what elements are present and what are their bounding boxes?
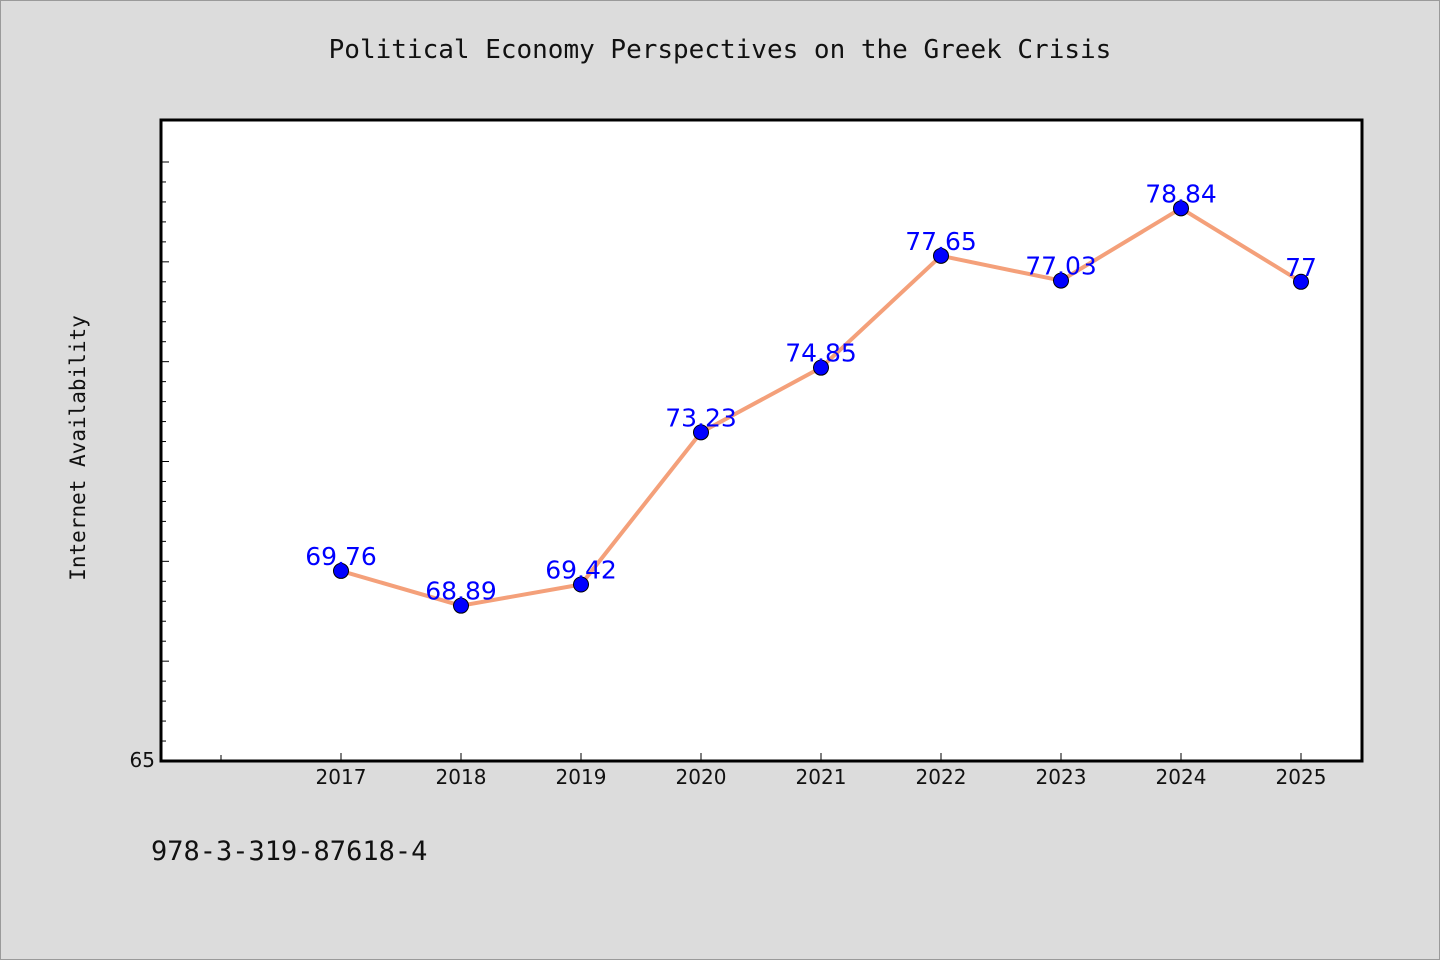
chart-title: Political Economy Perspectives on the Gr… — [328, 35, 1112, 65]
x-tick-label: 2020 — [676, 765, 727, 789]
x-tick-label: 2021 — [796, 765, 847, 789]
x-tick-label: 2022 — [916, 765, 967, 789]
data-point — [933, 247, 949, 264]
x-axis: 2017 2018 2019 2020 2021 2022 2023 2024 2025 — [220, 753, 1327, 789]
x-tick-label: 2025 — [1276, 765, 1327, 789]
x-tick-label: 2017 — [316, 765, 367, 789]
data-label: 78.84 — [1145, 179, 1217, 208]
series-line-group: 69.76 68.89 69.42 73.23 74.85 77.65 77.03 78.84… — [305, 179, 1317, 614]
data-label: 69.76 — [305, 542, 377, 571]
x-tick-label: 2023 — [1036, 765, 1087, 789]
data-point — [1293, 273, 1309, 290]
plot-frame — [159, 118, 1364, 763]
data-point — [813, 359, 829, 376]
x-tick-label: 2018 — [436, 765, 487, 789]
data-point — [1173, 200, 1189, 217]
x-tick-label: 2024 — [1156, 765, 1207, 789]
data-point — [453, 597, 469, 614]
x-tick-label: 2019 — [556, 765, 607, 789]
y-axis: 65 — [130, 161, 169, 772]
data-point — [333, 562, 349, 579]
data-label: 69.42 — [545, 555, 617, 584]
data-point — [573, 576, 589, 593]
data-point — [1053, 272, 1069, 289]
data-label: 77 — [1285, 253, 1317, 282]
data-label: 73.23 — [665, 403, 737, 432]
data-point — [693, 424, 709, 441]
isbn-text: 978-3-319-87618-4 — [151, 836, 428, 867]
data-label: 77.65 — [905, 227, 977, 256]
data-label: 74.85 — [785, 339, 857, 368]
data-label: 68.89 — [425, 577, 497, 606]
data-label: 77.03 — [1025, 252, 1097, 281]
y-tick-label: 65 — [130, 748, 155, 772]
